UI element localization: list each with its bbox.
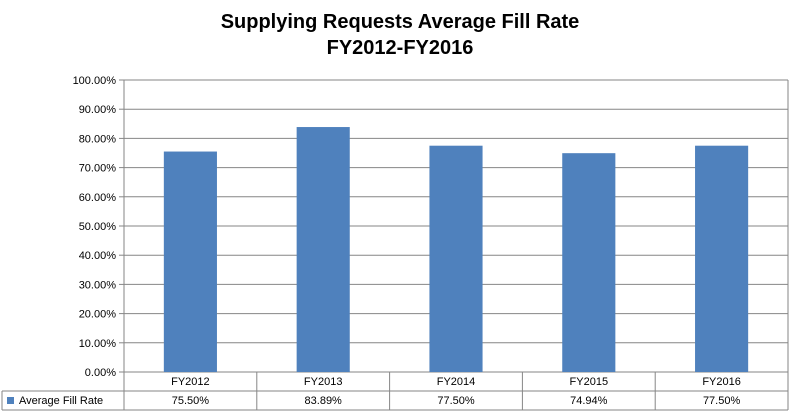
y-tick-label: 50.00%: [79, 221, 117, 233]
x-category-label: FY2012: [171, 376, 210, 388]
x-category-label: FY2016: [702, 376, 741, 388]
y-tick-label: 60.00%: [79, 192, 117, 204]
y-tick-label: 20.00%: [79, 309, 117, 321]
bar-FY2014: [429, 145, 483, 372]
y-tick-label: 0.00%: [85, 367, 116, 379]
data-table-value: 77.50%: [703, 395, 741, 407]
y-tick-label: 70.00%: [79, 163, 117, 175]
bar-FY2013: [296, 127, 350, 372]
data-table-value: 74.94%: [570, 395, 608, 407]
bar-FY2016: [695, 145, 749, 372]
bar-FY2012: [163, 151, 217, 372]
y-tick-label: 100.00%: [73, 75, 117, 87]
data-table-value: 75.50%: [172, 395, 210, 407]
y-tick-label: 10.00%: [79, 338, 117, 350]
chart-title: Supplying Requests Average Fill Rate: [220, 11, 580, 33]
y-tick-label: 40.00%: [79, 250, 117, 262]
bar-FY2015: [562, 153, 616, 372]
y-tick-label: 30.00%: [79, 279, 117, 291]
legend-swatch: [7, 397, 14, 404]
x-category-label: FY2015: [570, 376, 609, 388]
y-tick-label: 80.00%: [79, 133, 117, 145]
x-category-label: FY2013: [304, 376, 343, 388]
data-table-value: 83.89%: [305, 395, 343, 407]
legend-series-name: Average Fill Rate: [19, 395, 103, 407]
chart-subtitle: FY2012-FY2016: [326, 37, 474, 59]
data-table-value: 77.50%: [437, 395, 475, 407]
y-tick-label: 90.00%: [79, 104, 117, 116]
x-category-label: FY2014: [437, 376, 476, 388]
